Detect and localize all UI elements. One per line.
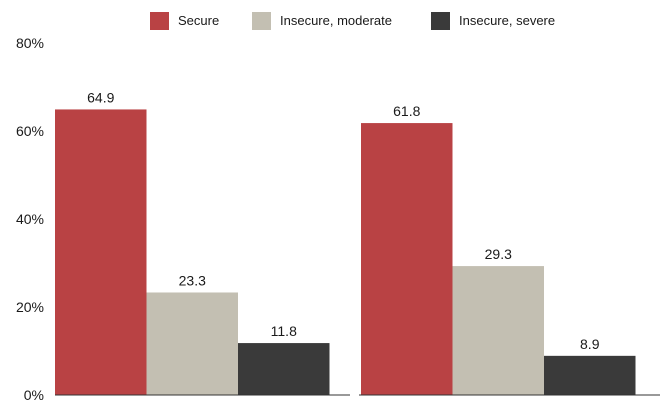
bar-secure-2	[361, 123, 453, 395]
data-label-insecure-moderate-1: 23.3	[179, 272, 206, 288]
bar-insecure-severe-1	[238, 343, 330, 395]
legend-swatch-secure	[150, 12, 169, 30]
bar-insecure-moderate-2	[452, 266, 544, 395]
y-tick-label-20: 20%	[16, 299, 44, 315]
data-label-insecure-severe-2: 8.9	[580, 336, 600, 352]
legend-label-secure: Secure	[178, 13, 220, 28]
bar-secure-1	[55, 109, 147, 395]
chart-legend: Secure Insecure, moderate Insecure, seve…	[0, 0, 667, 40]
bar-insecure-severe-2	[544, 355, 636, 395]
data-label-insecure-severe-1: 11.8	[271, 323, 297, 339]
data-label-insecure-moderate-2: 29.3	[485, 246, 512, 262]
y-tick-label-40: 40%	[16, 211, 44, 227]
legend-swatch-insecure-moderate	[252, 12, 271, 30]
y-tick-label-80: 80%	[16, 35, 44, 51]
legend-label-insecure-moderate: Insecure, moderate	[280, 13, 393, 28]
data-label-secure-2: 61.8	[393, 103, 420, 119]
bar-insecure-moderate-1	[146, 292, 238, 395]
legend-label-insecure-severe: Insecure, severe	[459, 13, 556, 28]
legend-swatch-insecure-severe	[431, 12, 450, 30]
y-tick-label-0: 0%	[24, 387, 44, 402]
y-tick-label-60: 60%	[16, 123, 44, 139]
data-label-secure-1: 64.9	[87, 89, 114, 105]
